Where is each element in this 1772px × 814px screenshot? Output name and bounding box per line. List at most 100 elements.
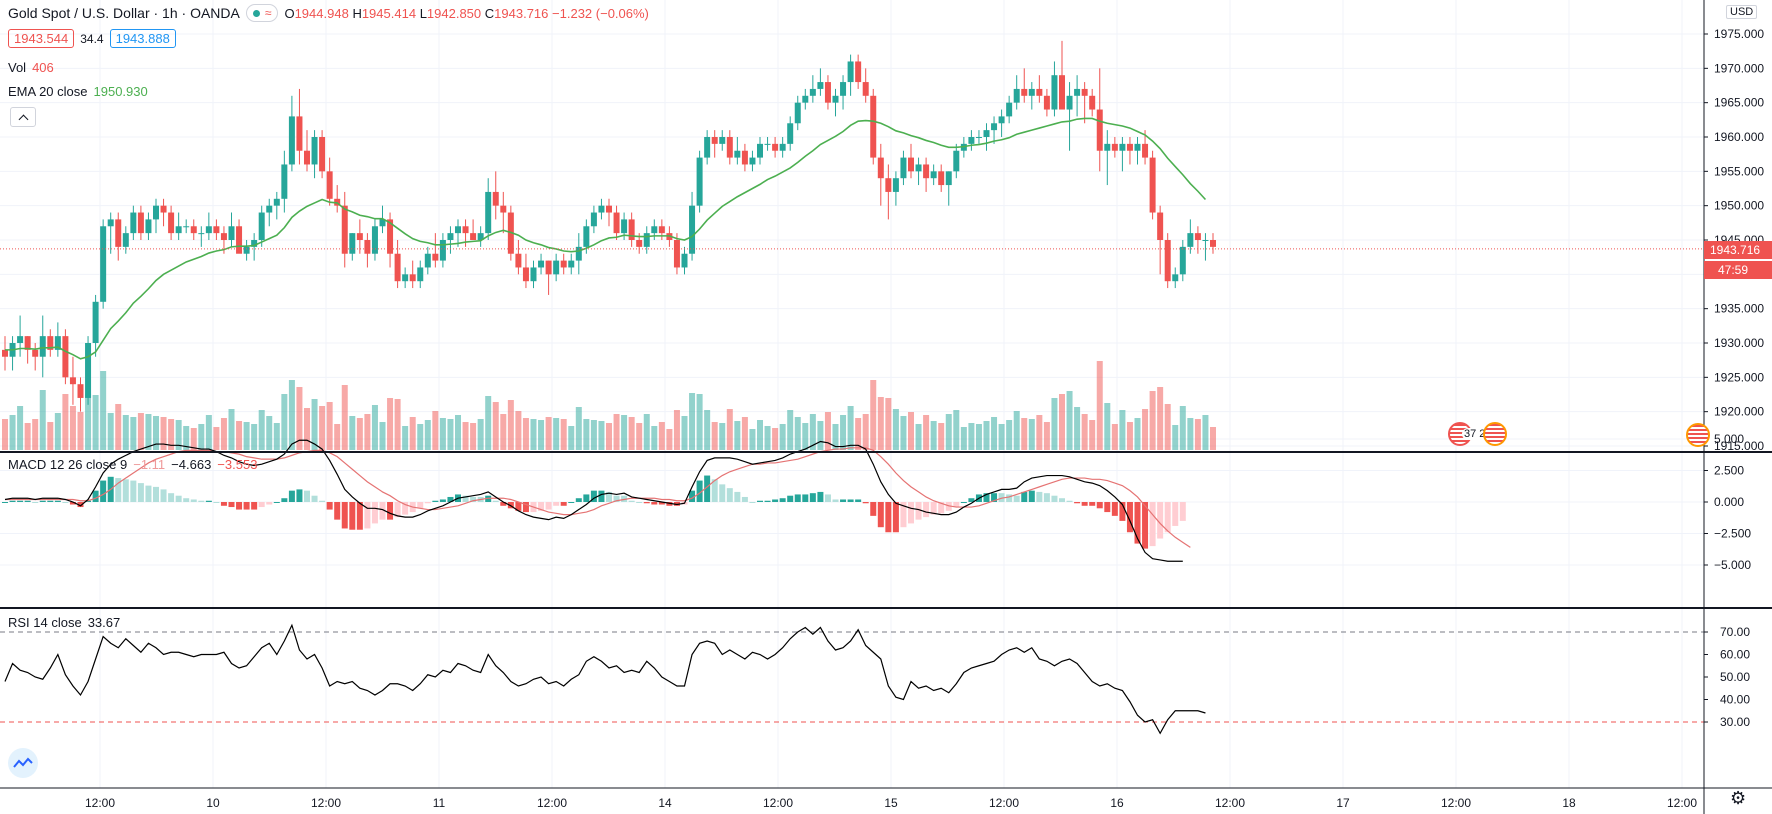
candle-body[interactable] <box>190 226 197 234</box>
candle-body[interactable] <box>885 178 892 192</box>
candle-body[interactable] <box>220 233 227 240</box>
candle-body[interactable] <box>998 116 1005 124</box>
candle-body[interactable] <box>387 219 394 254</box>
candle-body[interactable] <box>492 191 499 206</box>
candle-body[interactable] <box>855 61 862 83</box>
candle-body[interactable] <box>356 233 363 240</box>
candle-body[interactable] <box>402 274 409 282</box>
candle-body[interactable] <box>575 246 582 261</box>
candle-body[interactable] <box>153 205 159 220</box>
sell-button[interactable]: 1943.544 <box>8 29 75 48</box>
candle-body[interactable] <box>568 260 575 268</box>
candle-body[interactable] <box>1036 88 1043 96</box>
candle-body[interactable] <box>734 150 741 158</box>
candle-body[interactable] <box>39 336 46 357</box>
candle-body[interactable] <box>24 336 31 350</box>
candle-body[interactable] <box>711 137 718 144</box>
pane-separator[interactable] <box>0 607 1772 609</box>
candle-body[interactable] <box>741 150 748 165</box>
candle-body[interactable] <box>62 336 69 378</box>
candle-body[interactable] <box>168 212 175 234</box>
candle-body[interactable] <box>643 233 650 247</box>
candle-body[interactable] <box>1006 102 1013 117</box>
candle-body[interactable] <box>243 246 250 254</box>
candle-body[interactable] <box>862 82 869 96</box>
candle-body[interactable] <box>311 137 318 165</box>
candle-body[interactable] <box>394 253 401 282</box>
candle-body[interactable] <box>1028 88 1035 96</box>
candle-body[interactable] <box>85 343 92 398</box>
candle-body[interactable] <box>809 88 816 96</box>
candle-body[interactable] <box>160 205 167 213</box>
candle-body[interactable] <box>719 137 726 144</box>
rsi-legend[interactable]: RSI 14 close 33.67 <box>8 615 120 630</box>
candle-body[interactable] <box>485 191 492 234</box>
collapse-legend-button[interactable] <box>10 107 36 127</box>
candle-body[interactable] <box>281 164 288 199</box>
candle-body[interactable] <box>847 61 854 83</box>
candle-body[interactable] <box>530 267 537 282</box>
event-badge[interactable]: 37 2 <box>1448 422 1508 446</box>
candle-body[interactable] <box>500 205 507 213</box>
candle-body[interactable] <box>1194 233 1201 240</box>
candle-body[interactable] <box>462 226 469 234</box>
candle-body[interactable] <box>379 219 386 227</box>
candle-body[interactable] <box>764 143 771 145</box>
candle-body[interactable] <box>364 240 371 254</box>
candle-body[interactable] <box>409 274 416 282</box>
candle-body[interactable] <box>1149 157 1156 213</box>
candle-body[interactable] <box>1059 75 1065 110</box>
rsi-pane[interactable] <box>0 623 1704 735</box>
pane-separator[interactable] <box>0 451 1772 453</box>
candle-body[interactable] <box>447 233 454 240</box>
candle-body[interactable] <box>1119 143 1126 151</box>
candle-body[interactable] <box>515 253 522 268</box>
candle-body[interactable] <box>1126 143 1133 151</box>
candle-body[interactable] <box>772 143 779 151</box>
candle-body[interactable] <box>175 226 182 234</box>
candle-body[interactable] <box>2 349 8 357</box>
candle-body[interactable] <box>288 116 295 165</box>
candle-body[interactable] <box>213 226 220 234</box>
candle-body[interactable] <box>319 137 326 172</box>
volume-legend[interactable]: Vol 406 <box>8 60 54 75</box>
candle-body[interactable] <box>1134 143 1141 151</box>
currency-label[interactable]: USD <box>1726 5 1758 19</box>
candle-body[interactable] <box>432 253 439 261</box>
candle-body[interactable] <box>137 212 144 234</box>
candle-body[interactable] <box>522 267 529 282</box>
candle-body[interactable] <box>787 123 794 144</box>
candle-body[interactable] <box>1096 109 1103 151</box>
buy-button[interactable]: 1943.888 <box>109 29 176 48</box>
candle-body[interactable] <box>205 226 212 234</box>
candle-body[interactable] <box>817 82 824 89</box>
candle-body[interactable] <box>840 82 847 96</box>
candle-body[interactable] <box>371 226 378 254</box>
candle-body[interactable] <box>689 205 696 254</box>
candle-body[interactable] <box>32 349 39 357</box>
candle-body[interactable] <box>115 219 122 247</box>
symbol-title[interactable]: Gold Spot / U.S. Dollar · 1h · OANDA <box>8 5 240 21</box>
candle-body[interactable] <box>1081 88 1088 96</box>
candle-body[interactable] <box>915 164 922 172</box>
candle-body[interactable] <box>92 301 99 343</box>
candle-body[interactable] <box>892 178 899 192</box>
candle-body[interactable] <box>69 377 76 385</box>
candle-body[interactable] <box>1089 95 1096 110</box>
candle-body[interactable] <box>1172 274 1179 282</box>
candle-body[interactable] <box>424 253 431 268</box>
ema-legend[interactable]: EMA 20 close 1950.930 <box>8 84 148 99</box>
candle-body[interactable] <box>681 253 688 268</box>
candle-body[interactable] <box>923 164 930 179</box>
candle-body[interactable] <box>930 171 937 179</box>
candle-body[interactable] <box>326 171 333 199</box>
candle-body[interactable] <box>583 226 590 247</box>
status-dot-icon[interactable]: ≈ <box>245 4 279 22</box>
candle-body[interactable] <box>273 198 280 206</box>
candle-body[interactable] <box>341 205 348 254</box>
candle-body[interactable] <box>651 226 658 234</box>
candle-body[interactable] <box>636 240 643 247</box>
candle-body[interactable] <box>613 212 620 234</box>
candlesticks[interactable] <box>2 40 1216 412</box>
